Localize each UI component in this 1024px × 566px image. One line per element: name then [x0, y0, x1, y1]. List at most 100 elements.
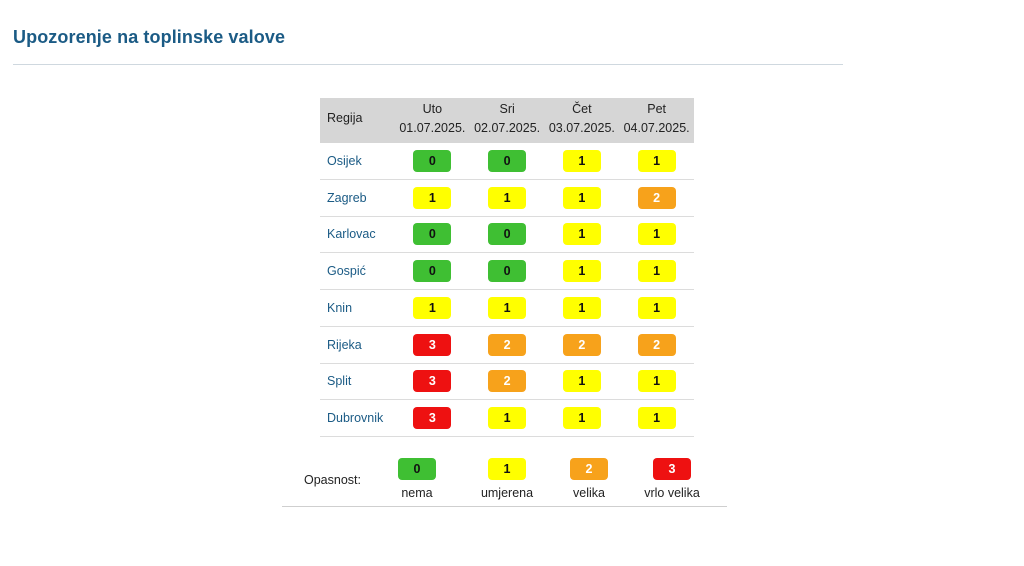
level-cell: 2 — [619, 186, 694, 209]
level-cell: 1 — [619, 260, 694, 283]
danger-level-badge: 1 — [488, 186, 527, 209]
bottom-divider — [282, 506, 727, 507]
danger-level-badge: 0 — [413, 260, 452, 283]
danger-level-badge: 0 — [488, 149, 527, 172]
region-column-header: Regija — [327, 111, 363, 125]
day-date: 04.07.2025. — [623, 121, 690, 135]
heatwave-table: Regija Uto 01.07.2025. Sri 02.07.2025. Č… — [320, 98, 694, 437]
day-column-header: Uto 01.07.2025. — [395, 98, 470, 143]
day-name: Čet — [572, 102, 592, 116]
level-cell: 1 — [619, 407, 694, 430]
danger-level-badge: 2 — [637, 186, 676, 209]
region-link[interactable]: Gospić — [327, 264, 366, 279]
table-row: Osijek 0 0 1 1 — [320, 143, 694, 180]
legend-text: velika — [573, 486, 605, 500]
danger-level-badge: 2 — [488, 370, 527, 393]
danger-level-badge: 0 — [488, 260, 527, 283]
day-column-header: Čet 03.07.2025. — [545, 98, 620, 143]
day-column-header: Sri 02.07.2025. — [470, 98, 545, 143]
level-cell: 3 — [395, 407, 470, 430]
danger-level-badge: 1 — [562, 370, 601, 393]
danger-level-badge: 1 — [562, 149, 601, 172]
table-row: Karlovac 0 0 1 1 — [320, 217, 694, 254]
legend-item: 1 umjerena — [462, 458, 552, 500]
legend-item: 2 velika — [544, 458, 634, 500]
day-name: Pet — [647, 102, 666, 116]
level-cell: 0 — [395, 223, 470, 246]
table-body: Osijek 0 0 1 1 Zagreb 1 1 1 2 Karlovac 0 0 1 1 Gospić 0 0… — [320, 143, 694, 437]
danger-level-badge: 2 — [562, 333, 601, 356]
level-cell: 1 — [545, 260, 620, 283]
level-cell: 3 — [395, 333, 470, 356]
table-row: Rijeka 3 2 2 2 — [320, 327, 694, 364]
region-link[interactable]: Dubrovnik — [327, 411, 384, 426]
table-row: Knin 1 1 1 1 — [320, 290, 694, 327]
table-row: Gospić 0 0 1 1 — [320, 253, 694, 290]
level-cell: 1 — [619, 149, 694, 172]
region-link[interactable]: Zagreb — [327, 190, 367, 205]
level-cell: 1 — [470, 407, 545, 430]
danger-level-badge: 3 — [413, 370, 452, 393]
danger-level-badge: 1 — [637, 223, 676, 246]
danger-level-badge: 0 — [413, 223, 452, 246]
legend-item: 3 vrlo velika — [627, 458, 717, 500]
danger-level-badge: 1 — [637, 260, 676, 283]
title-divider — [13, 64, 843, 65]
level-cell: 1 — [619, 296, 694, 319]
level-cell: 1 — [545, 407, 620, 430]
level-cell: 0 — [395, 260, 470, 283]
danger-level-badge: 0 — [413, 149, 452, 172]
level-cell: 0 — [470, 223, 545, 246]
region-link[interactable]: Rijeka — [327, 337, 362, 352]
level-cell: 1 — [545, 370, 620, 393]
level-cell: 1 — [545, 186, 620, 209]
legend-badge: 1 — [488, 458, 526, 480]
level-cell: 2 — [619, 333, 694, 356]
legend-badge: 3 — [653, 458, 691, 480]
danger-level-badge: 1 — [637, 149, 676, 172]
level-cell: 1 — [395, 296, 470, 319]
level-cell: 2 — [470, 370, 545, 393]
day-date: 02.07.2025. — [474, 121, 541, 135]
level-cell: 1 — [619, 370, 694, 393]
legend-item: 0 nema — [372, 458, 462, 500]
day-date: 01.07.2025. — [399, 121, 466, 135]
danger-level-badge: 1 — [488, 296, 527, 319]
day-column-header: Pet 04.07.2025. — [619, 98, 694, 143]
danger-level-badge: 1 — [488, 407, 527, 430]
danger-legend: Opasnost: 0 nema 1 umjerena 2 velika 3 vrlo vel… — [290, 456, 710, 506]
legend-text: umjerena — [480, 486, 534, 500]
danger-level-badge: 1 — [562, 223, 601, 246]
danger-level-badge: 1 — [637, 370, 676, 393]
danger-level-badge: 2 — [637, 333, 676, 356]
legend-label: Opasnost: — [304, 473, 361, 487]
region-link[interactable]: Karlovac — [327, 227, 376, 242]
danger-level-badge: 1 — [562, 260, 601, 283]
danger-level-badge: 1 — [637, 296, 676, 319]
page-title: Upozorenje na toplinske valove — [13, 27, 286, 47]
level-cell: 1 — [545, 296, 620, 319]
danger-level-badge: 2 — [488, 333, 527, 356]
table-row: Zagreb 1 1 1 2 — [320, 180, 694, 217]
legend-text: vrlo velika — [644, 486, 700, 500]
danger-level-badge: 3 — [413, 407, 452, 430]
level-cell: 1 — [470, 186, 545, 209]
danger-level-badge: 1 — [562, 296, 601, 319]
danger-level-badge: 3 — [413, 333, 452, 356]
level-cell: 2 — [470, 333, 545, 356]
region-link[interactable]: Knin — [327, 300, 353, 315]
table-row: Split 3 2 1 1 — [320, 364, 694, 401]
danger-level-badge: 1 — [637, 407, 676, 430]
level-cell: 0 — [395, 149, 470, 172]
danger-level-badge: 1 — [413, 186, 452, 209]
legend-badge: 2 — [570, 458, 608, 480]
legend-text: nema — [401, 486, 433, 500]
legend-badge: 0 — [398, 458, 436, 480]
level-cell: 1 — [545, 223, 620, 246]
table-row: Dubrovnik 3 1 1 1 — [320, 400, 694, 437]
region-link[interactable]: Split — [327, 374, 352, 389]
region-link[interactable]: Osijek — [327, 153, 362, 168]
level-cell: 2 — [545, 333, 620, 356]
day-date: 03.07.2025. — [548, 121, 615, 135]
level-cell: 1 — [395, 186, 470, 209]
